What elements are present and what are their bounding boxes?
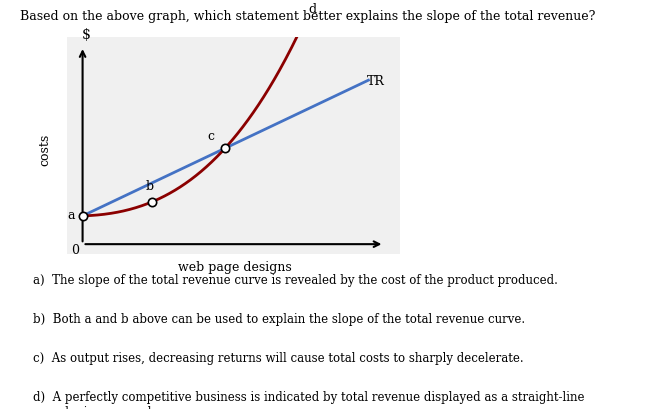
Text: d: d (308, 3, 316, 16)
Text: TR: TR (367, 75, 385, 88)
Text: c: c (207, 130, 214, 143)
Text: a)  The slope of the total revenue curve is revealed by the cost of the product : a) The slope of the total revenue curve … (33, 274, 558, 287)
Text: $: $ (81, 29, 90, 43)
Text: c)  As output rises, decreasing returns will cause total costs to sharply decele: c) As output rises, decreasing returns w… (33, 352, 524, 365)
Text: b: b (145, 180, 153, 193)
Text: Based on the above graph, which statement better explains the slope of the total: Based on the above graph, which statemen… (20, 10, 596, 23)
Text: web page designs: web page designs (178, 261, 292, 274)
Text: costs: costs (38, 134, 51, 166)
Text: a: a (67, 209, 75, 222)
Text: d)  A perfectly competitive business is indicated by total revenue displayed as : d) A perfectly competitive business is i… (33, 391, 585, 409)
Text: b)  Both a and b above can be used to explain the slope of the total revenue cur: b) Both a and b above can be used to exp… (33, 313, 526, 326)
Text: 0: 0 (71, 244, 79, 257)
